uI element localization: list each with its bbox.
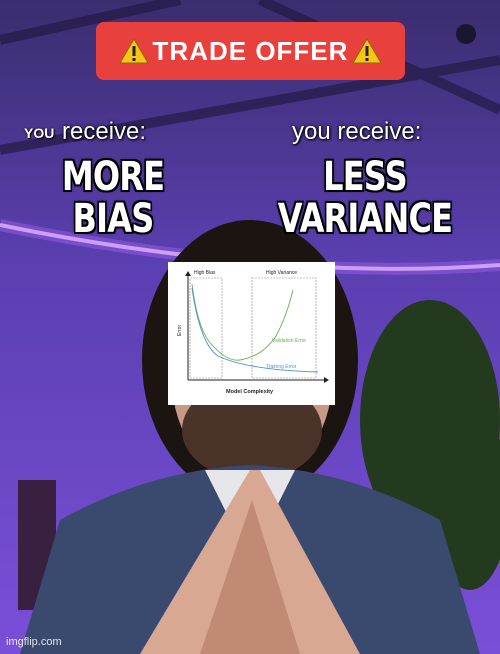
bias-variance-chart: High Bias High Variance Error Model Comp… <box>168 262 335 405</box>
right-offer-text: LESS VARIANCE <box>273 156 457 240</box>
warning-icon <box>118 38 149 64</box>
left-offer-text: MORE BIAS <box>61 156 165 240</box>
x-axis-arrow <box>324 377 329 383</box>
trade-offer-banner: TRADE OFFER <box>96 22 405 80</box>
left-offer-line1: MORE <box>61 154 165 200</box>
region-label-high-bias: High Bias <box>194 270 216 276</box>
series-line-validation-error <box>191 283 294 361</box>
watermark: imgflip.com <box>6 636 62 648</box>
banner-title: TRADE OFFER <box>152 35 349 66</box>
left-offer-line2: BIAS <box>72 196 155 242</box>
right-offer-line1: LESS <box>323 154 408 200</box>
y-axis-label: Error <box>177 325 183 336</box>
left-receive-caption: receive: <box>62 118 147 145</box>
x-axis-label: Model Complexity <box>226 389 274 395</box>
high-bias-region <box>189 277 223 379</box>
warning-icon <box>352 38 383 64</box>
high-variance-region <box>251 277 317 379</box>
chart-svg: High Bias High Variance Error Model Comp… <box>177 270 329 395</box>
right-offer-line2: VARIANCE <box>277 196 453 242</box>
series-label-validation-error: Validation Error <box>272 338 306 344</box>
series-label-training-error: Training Error <box>266 364 297 370</box>
y-axis-arrow <box>185 271 191 276</box>
region-label-high-variance: High Variance <box>266 270 297 276</box>
right-receive-caption: you receive: <box>292 118 422 145</box>
you-label: YOU <box>24 125 55 141</box>
series-line-training-error <box>191 287 319 373</box>
